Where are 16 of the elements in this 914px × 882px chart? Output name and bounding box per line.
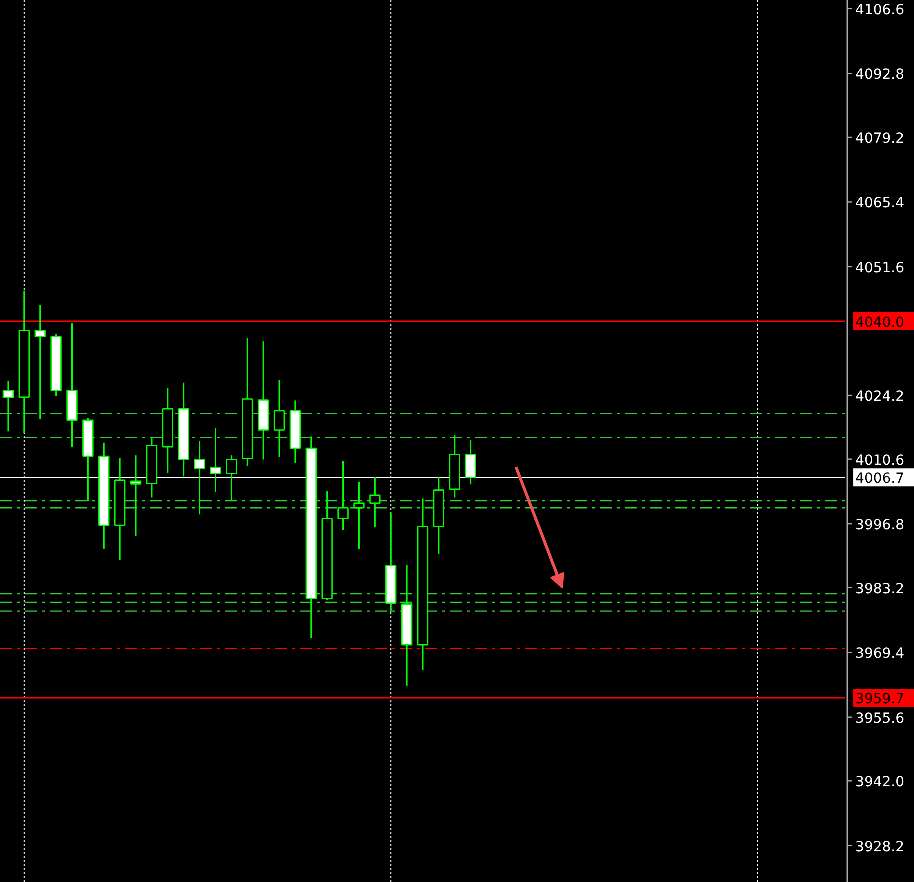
- y-tick-label: 4065.4: [856, 196, 905, 212]
- y-tick-label: 3983.2: [856, 581, 905, 598]
- y-tick-label: 3955.6: [856, 710, 905, 727]
- y-tick-label: 3969.4: [856, 646, 905, 662]
- y-tick-label: 3942.0: [856, 774, 905, 791]
- y-tick-label: 4106.6: [856, 2, 905, 18]
- ref-line-label: 3959.7: [856, 692, 905, 708]
- ref-line-label: 4006.7: [856, 471, 905, 488]
- y-tick-label: 4024.2: [856, 389, 905, 406]
- y-tick-label: 4010.6: [856, 452, 905, 469]
- y-tick-label: 3996.8: [856, 518, 905, 534]
- y-tick-label: 4051.6: [856, 260, 905, 276]
- y-tick-label: 4079.2: [856, 130, 905, 147]
- y-tick-label: 3928.2: [856, 839, 905, 856]
- ref-line-label: 4040.0: [856, 314, 905, 331]
- y-tick-label: 4092.8: [856, 67, 905, 84]
